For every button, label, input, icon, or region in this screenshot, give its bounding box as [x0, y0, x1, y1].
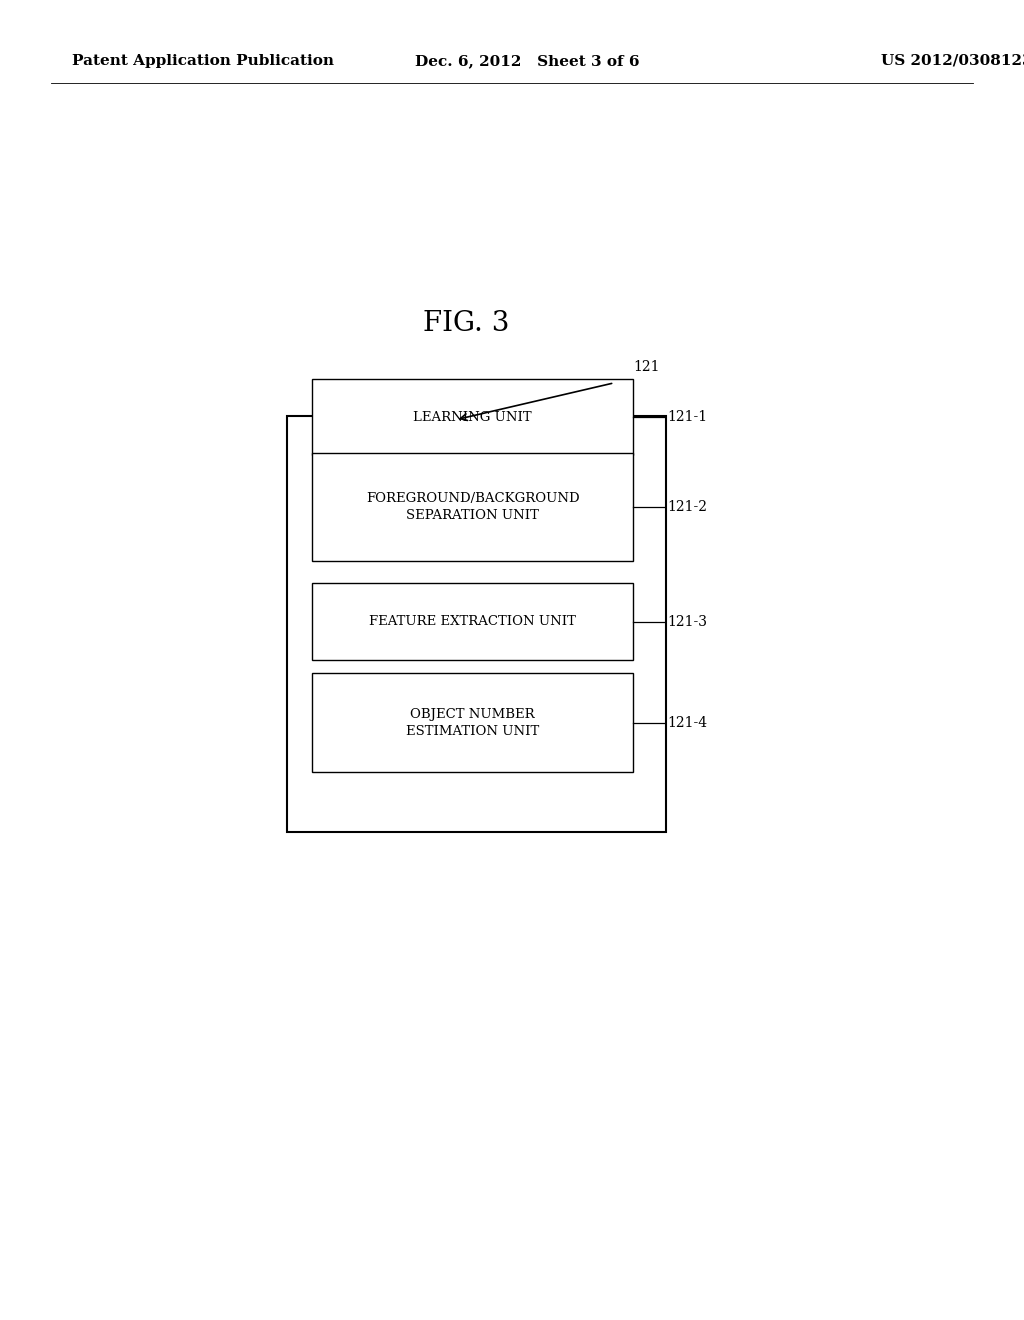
Text: US 2012/0308123 A1: US 2012/0308123 A1	[881, 54, 1024, 67]
Bar	[287, 416, 666, 832]
Bar	[312, 379, 633, 455]
Text: FEATURE EXTRACTION UNIT: FEATURE EXTRACTION UNIT	[369, 615, 577, 628]
Text: Patent Application Publication: Patent Application Publication	[72, 54, 334, 67]
Text: Dec. 6, 2012   Sheet 3 of 6: Dec. 6, 2012 Sheet 3 of 6	[415, 54, 639, 67]
Text: LEARNING UNIT: LEARNING UNIT	[414, 411, 531, 424]
Text: FOREGROUND/BACKGROUND
SEPARATION UNIT: FOREGROUND/BACKGROUND SEPARATION UNIT	[366, 492, 580, 521]
Text: 121-1: 121-1	[668, 411, 708, 424]
Bar	[312, 453, 633, 561]
Bar	[312, 583, 633, 660]
Text: OBJECT NUMBER
ESTIMATION UNIT: OBJECT NUMBER ESTIMATION UNIT	[406, 708, 540, 738]
Text: 121: 121	[633, 359, 659, 374]
Text: 121-2: 121-2	[668, 500, 708, 513]
Bar	[312, 673, 633, 772]
Text: FIG. 3: FIG. 3	[423, 310, 509, 337]
Text: 121-3: 121-3	[668, 615, 708, 628]
Text: 121-4: 121-4	[668, 715, 708, 730]
